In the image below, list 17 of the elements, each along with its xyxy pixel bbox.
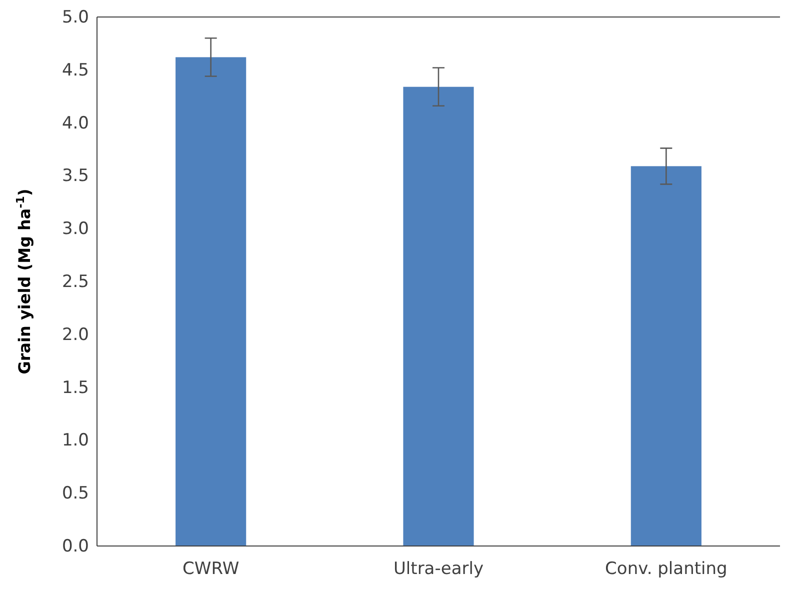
y-tick-label: 2.0 [62, 324, 89, 345]
y-tick-label: 4.0 [62, 113, 89, 134]
y-tick-label: 1.0 [62, 430, 89, 451]
y-tick-label: 0.0 [62, 536, 89, 556]
y-tick-label: 3.5 [62, 166, 89, 186]
y-tick-label: 5.0 [62, 7, 89, 28]
y-tick-label: 4.5 [62, 60, 89, 80]
bar [403, 86, 474, 546]
x-tick-label: Ultra-early [393, 559, 484, 580]
bar [176, 57, 246, 546]
y-tick-label: 0.5 [62, 484, 89, 504]
y-tick-label: 2.5 [62, 272, 89, 292]
bar [630, 166, 702, 546]
y-tick-label: 3.0 [62, 219, 89, 240]
x-tick-label: CWRW [182, 559, 240, 580]
y-tick-label: 1.5 [62, 378, 89, 398]
x-tick-label: Conv. planting [605, 559, 728, 580]
